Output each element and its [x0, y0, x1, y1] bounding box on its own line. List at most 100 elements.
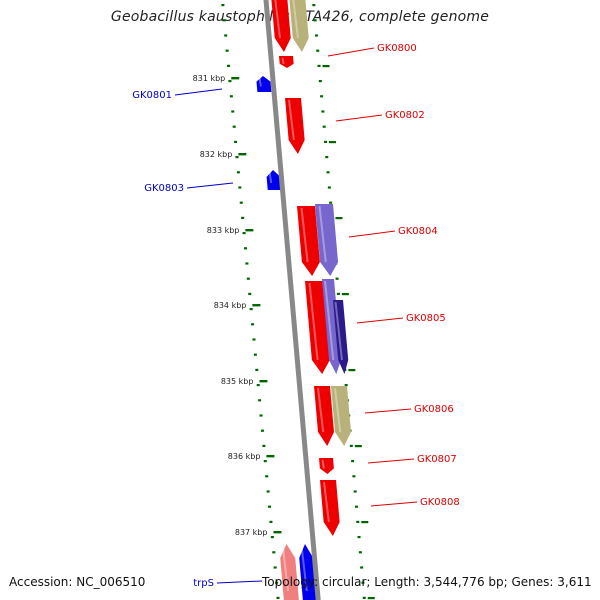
gene-gk0800 [271, 0, 291, 52]
kbp-tick [259, 380, 268, 383]
ruler-dot [318, 80, 322, 83]
ruler-dot [362, 596, 366, 599]
ruler-dot [232, 125, 236, 128]
ruler-dot [245, 262, 249, 265]
gene-gk0802 [285, 98, 305, 154]
kbp-label: 837 kbp [235, 528, 268, 537]
ruler-dot [265, 475, 269, 478]
ruler-dot [268, 505, 272, 508]
gene-gk0800b [279, 56, 294, 68]
gene-label-gk0801: GK0801 [132, 90, 172, 101]
gene-label-gk0803: GK0803 [144, 183, 184, 194]
ruler-dot [235, 156, 239, 159]
ruler-dot [259, 414, 263, 417]
kbp-label: 834 kbp [214, 301, 247, 310]
gene-gk0807-shade [321, 459, 325, 469]
ruler-dot [316, 49, 320, 52]
ruler-dot [238, 186, 242, 189]
leader-line [356, 317, 404, 324]
ruler-dot [263, 460, 267, 463]
gene-gk0803-shade [268, 171, 273, 184]
gene-gk0806 [314, 386, 335, 446]
kbp-ticks: 831 kbp 832 kbp 833 kbp 834 kbp 835 kbp 836 k… [193, 74, 282, 537]
gene-gk0805-hit2-shade [334, 301, 343, 361]
ruler-dot [327, 186, 331, 189]
ruler-dot [269, 520, 273, 523]
ruler-dot [357, 536, 361, 539]
gene-gk0805-hit [322, 279, 342, 374]
ruler-dot [225, 49, 229, 52]
ruler-dot [228, 80, 232, 83]
leader-line [216, 580, 263, 584]
ruler-dot [349, 444, 353, 447]
gene-gk0808-shade [323, 481, 330, 523]
leader-line [348, 230, 396, 238]
ruler-dot [272, 551, 276, 554]
ruler-dot [248, 292, 252, 295]
ruler-dot [236, 171, 240, 174]
gene-gk0805 [305, 281, 330, 374]
ruler-dot [323, 140, 327, 143]
ruler-dot [335, 277, 339, 280]
ruler-dot [224, 34, 228, 37]
gene-gk0800-hit [289, 0, 309, 52]
gene-gk0800-hit-shade [292, 0, 299, 39]
ruler-dot [266, 490, 270, 493]
ruler-dot [255, 368, 259, 371]
leader-line [327, 47, 375, 57]
ruler-dot [221, 4, 225, 7]
inner-ruler-dots [221, 4, 280, 599]
kbp-label: 836 kbp [228, 452, 261, 461]
ruler-dot [312, 4, 316, 7]
ruler-dot [239, 201, 243, 204]
ruler-dot [320, 95, 324, 98]
gene-label-gk0805: GK0805 [406, 313, 446, 324]
ruler-dot [314, 34, 318, 37]
ruler-dot [273, 566, 277, 569]
ruler-dot [351, 460, 355, 463]
leader-line [174, 88, 223, 96]
ruler-dash [322, 65, 330, 68]
genome-summary-text: Topology: circular; Length: 3,544,776 bp… [262, 575, 592, 589]
ruler-dash [361, 521, 369, 524]
ruler-dot [251, 323, 255, 326]
gene-gk0800b-shade [281, 57, 285, 64]
gene-gk0808 [320, 480, 340, 536]
ruler-dot [252, 338, 256, 341]
gene-gk0805-hit-shade [324, 280, 335, 361]
ruler-dot [356, 520, 360, 523]
ruler-dash [341, 293, 349, 296]
gene-labels: GK0800 GK0801 GK0802 GK0803 GK0804 GK0805 GK08… [132, 43, 460, 589]
kbp-tick [238, 153, 247, 156]
gene-features [256, 0, 352, 600]
ruler-dot [321, 110, 325, 113]
kbp-tick [245, 229, 254, 232]
ruler-dot [231, 110, 235, 113]
gene-label-gk0804: GK0804 [398, 226, 438, 237]
accession-text: Accession: NC_006510 [9, 575, 146, 589]
gene-gk0805-hit2 [333, 300, 349, 374]
gene-label-gk0800: GK0800 [377, 43, 417, 54]
ruler-dot [336, 292, 340, 295]
gene-gk0800-shade [274, 0, 281, 39]
gene-gk0806-hit [331, 386, 352, 446]
ruler-dot [361, 581, 365, 584]
backbone-line [263, 0, 321, 600]
gene-label-trps: trpS [193, 578, 214, 589]
ruler-dot [276, 596, 280, 599]
gene-gk0806-shade [317, 387, 325, 433]
kbp-tick [231, 77, 240, 80]
gene-label-gk0806: GK0806 [414, 404, 454, 415]
ruler-dot [354, 505, 358, 508]
ruler-dot [358, 551, 362, 554]
ruler-dot [227, 64, 231, 67]
leader-line [335, 114, 383, 122]
ruler-dot [317, 64, 321, 67]
kbp-tick [252, 304, 261, 307]
gene-gk0804-hit [315, 204, 339, 276]
gene-gk0801 [256, 76, 272, 92]
ruler-dot [234, 140, 238, 143]
ruler-dot [353, 490, 357, 493]
gene-label-gk0807: GK0807 [417, 454, 457, 465]
